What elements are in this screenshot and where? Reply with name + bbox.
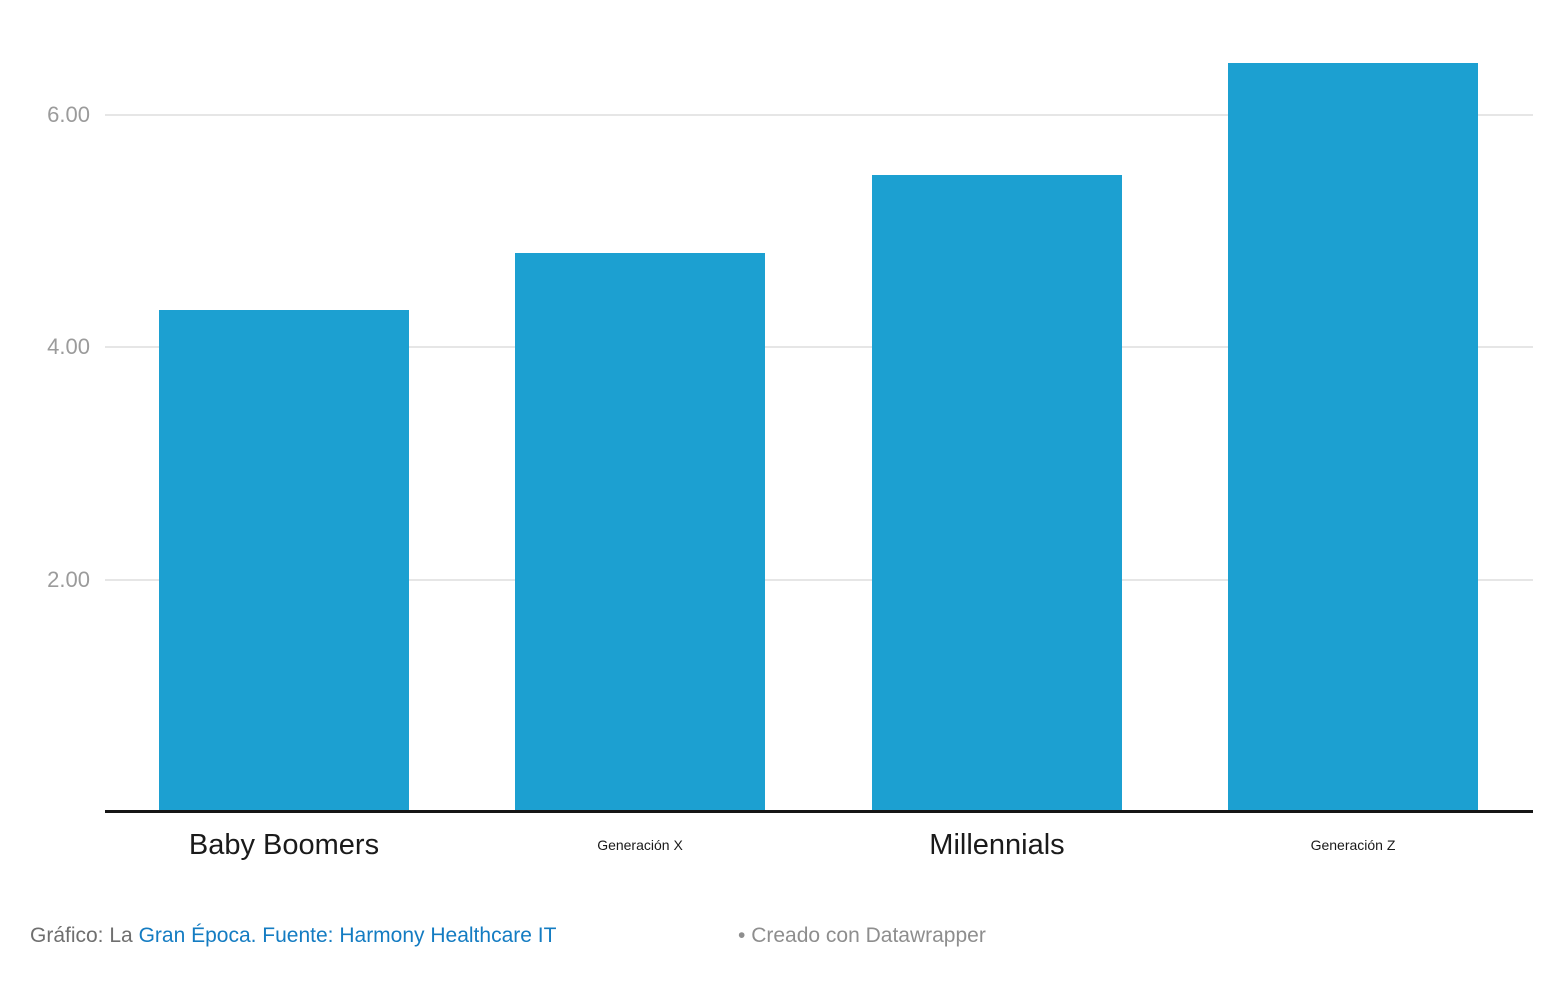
gridline-6.00 xyxy=(105,113,1533,116)
category-label-generacion-x: Generación X xyxy=(597,837,683,853)
bar-generacion-z xyxy=(1228,62,1478,812)
bar-generacion-x xyxy=(515,253,765,812)
gridline-4.00 xyxy=(105,346,1533,349)
category-label-baby-boomers: Baby Boomers xyxy=(188,829,380,861)
byline-source-link[interactable]: Gran Época. Fuente: Harmony Healthcare I… xyxy=(138,924,557,947)
datawrapper-credit: • Creado con Datawrapper xyxy=(738,921,986,951)
category-label-generacion-z: Generación Z xyxy=(1310,837,1396,853)
bar-baby-boomers xyxy=(159,310,409,812)
credit-bullet: • xyxy=(738,924,746,947)
credit-text: Creado con Datawrapper xyxy=(751,924,986,947)
bar-millennials xyxy=(872,175,1122,812)
chart-byline: Gráfico: La Gran Época. Fuente: Harmony … xyxy=(30,921,556,951)
y-tick-label: 2.00 xyxy=(47,566,90,592)
byline-prefix: Gráfico: La xyxy=(30,924,139,947)
x-axis-line xyxy=(105,810,1533,813)
category-label-millennials: Millennials xyxy=(929,829,1065,861)
y-tick-label: 4.00 xyxy=(47,334,90,360)
y-tick-label: 6.00 xyxy=(47,101,90,127)
gridline-2.00 xyxy=(105,578,1533,581)
